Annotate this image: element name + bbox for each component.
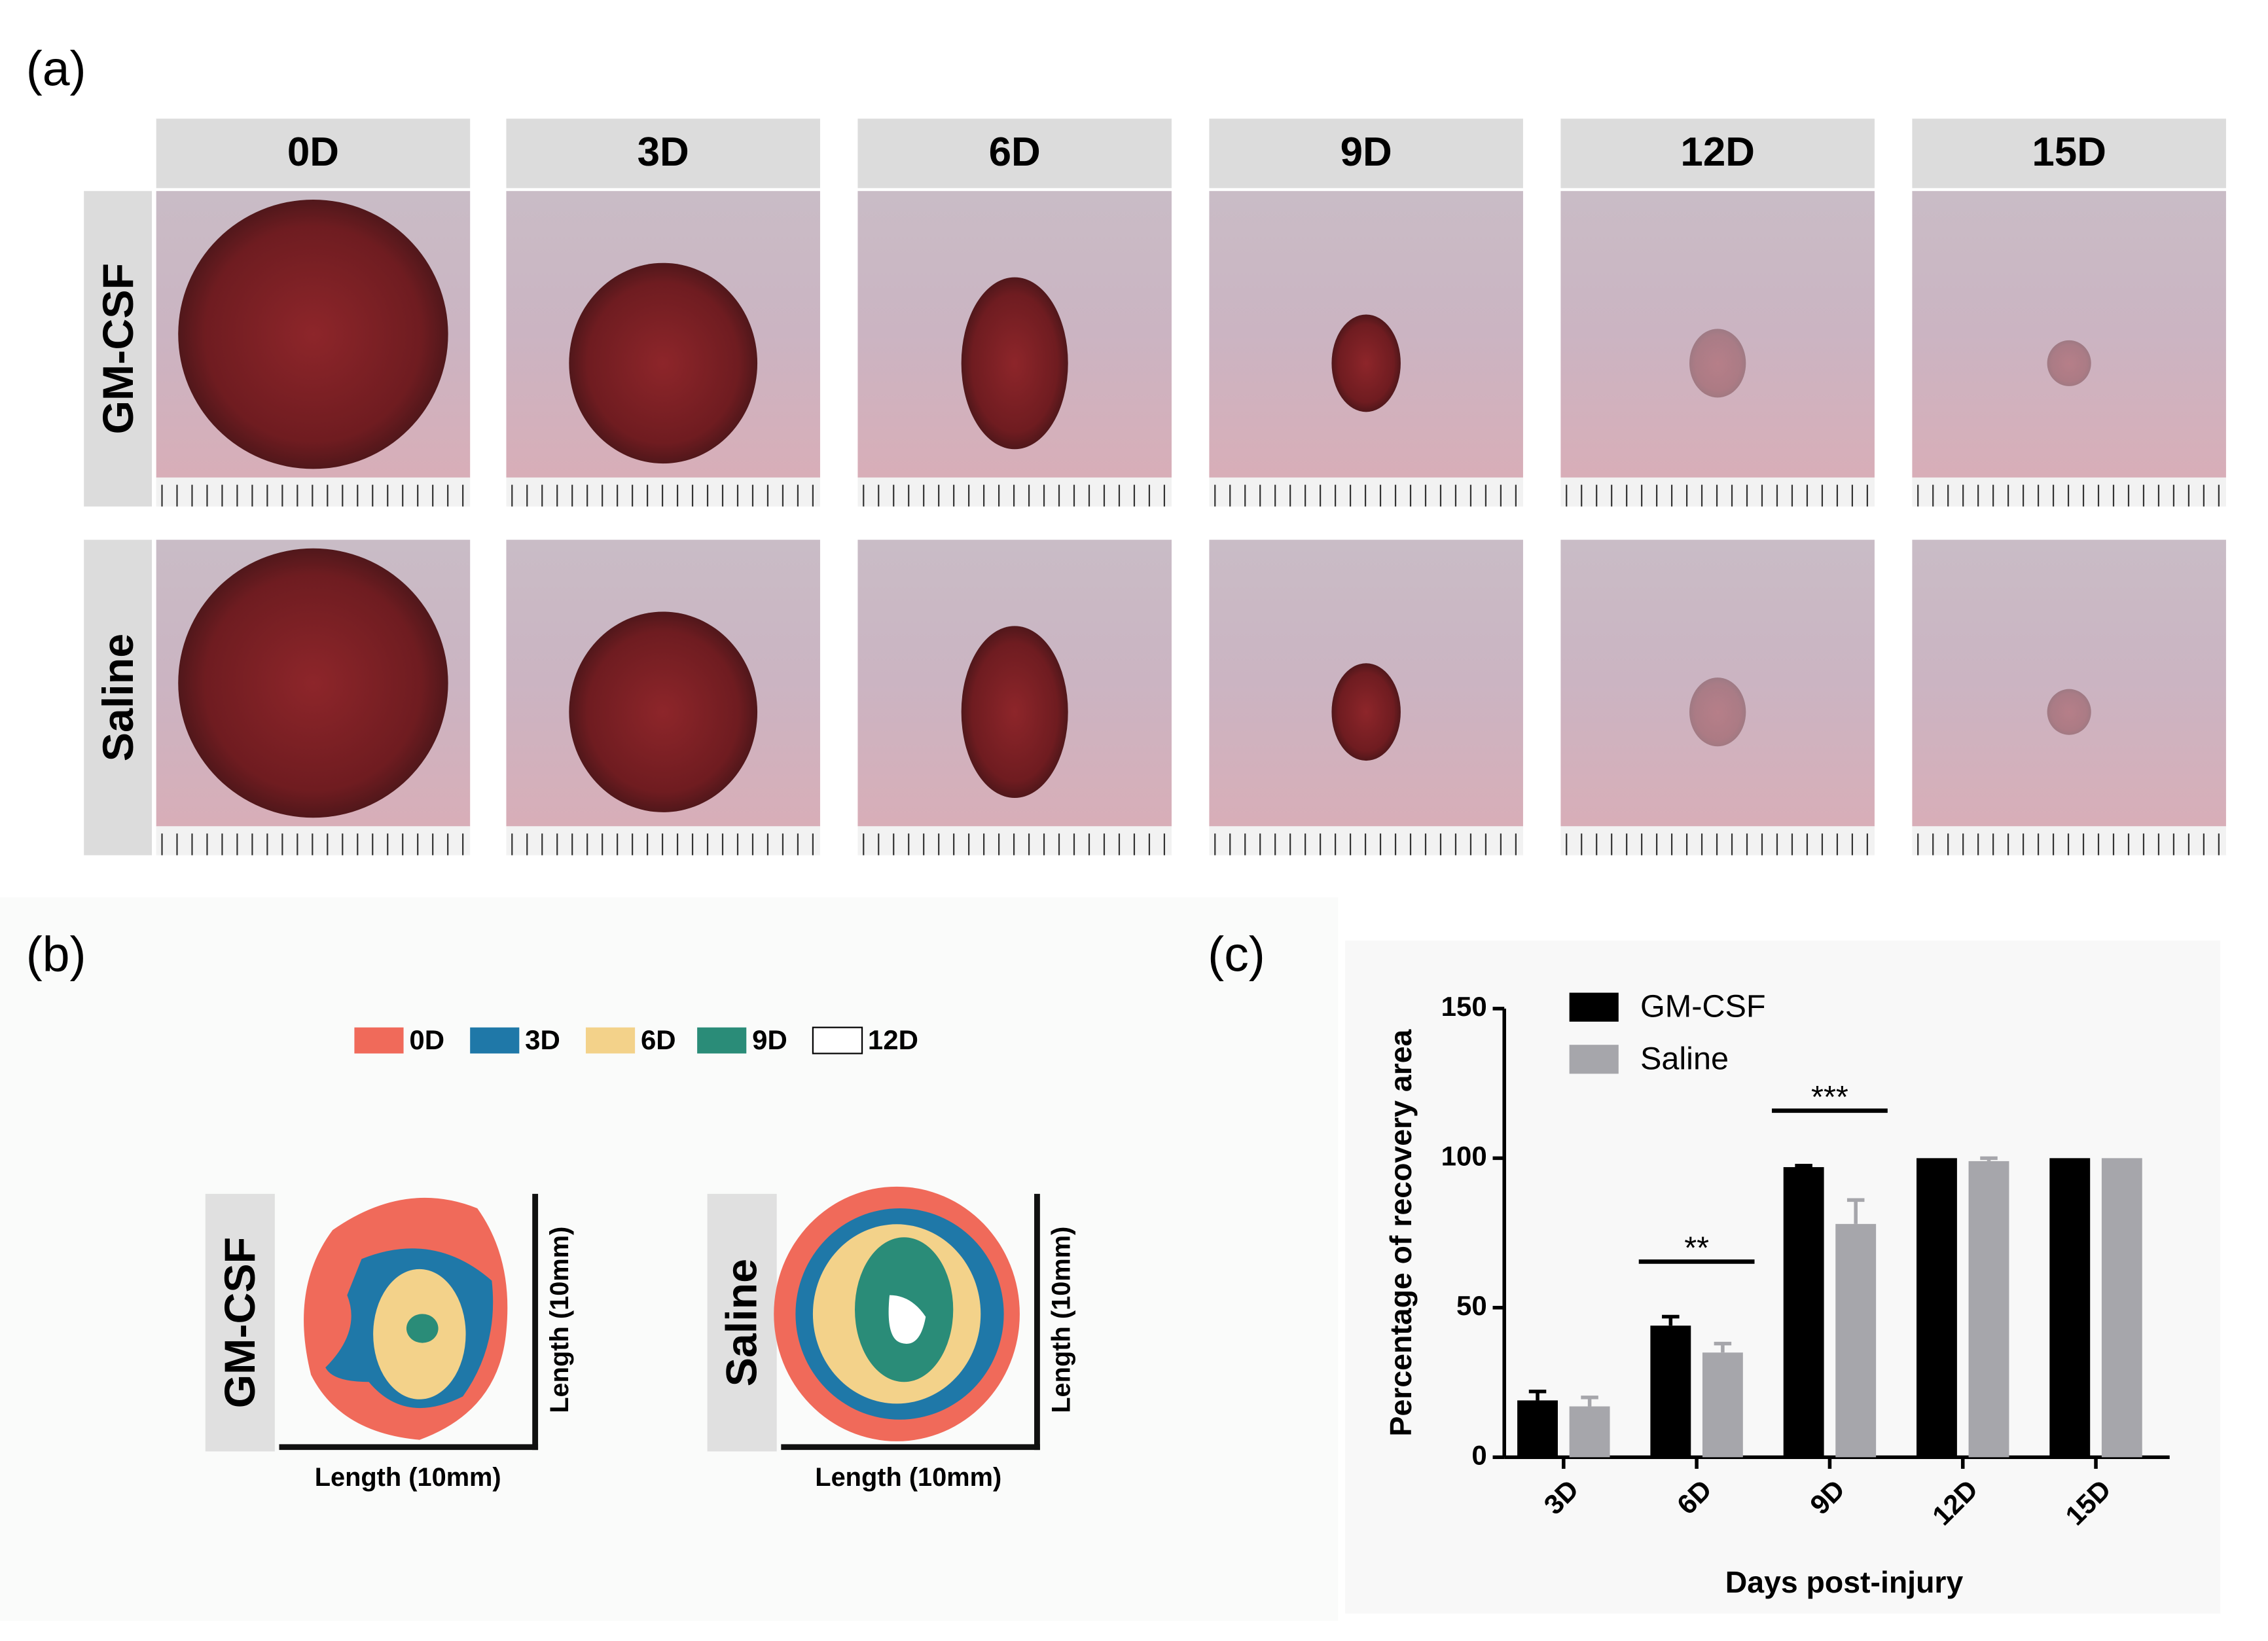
bar <box>1835 1223 1877 1458</box>
legend-swatch <box>1569 1045 1619 1074</box>
row-label: GM-CSF <box>94 263 143 435</box>
legend-label: 9D <box>752 1024 787 1055</box>
legend-swatch <box>697 1027 747 1054</box>
wound <box>961 626 1068 799</box>
wound <box>1689 677 1746 747</box>
panel-b-bg <box>0 897 1339 1621</box>
wound <box>178 548 448 818</box>
column-label: 3D <box>638 130 689 175</box>
wound <box>1689 329 1746 398</box>
axis-label: Length (10mm) <box>1047 1227 1076 1413</box>
y-axis-label: Percentage of recovery area <box>1384 1028 1418 1436</box>
row-header <box>84 539 153 856</box>
column-header <box>156 118 471 189</box>
wound <box>569 262 758 464</box>
legend-swatch <box>812 1026 863 1055</box>
panel-label: (a) <box>26 41 86 96</box>
bar <box>1783 1167 1824 1458</box>
outline-left <box>205 1193 539 1452</box>
y-tick-label: 0 <box>1471 1439 1486 1470</box>
column-label: 0D <box>287 130 339 175</box>
legend-label: 0D <box>409 1024 444 1055</box>
legend-swatch <box>585 1027 636 1054</box>
legend-swatch <box>470 1027 520 1054</box>
legend-label: 12D <box>868 1024 918 1055</box>
x-axis-label: Days post-injury <box>1725 1565 1964 1599</box>
axis-label: Length (10mm) <box>815 1463 1001 1492</box>
column-label: 9D <box>1341 130 1392 175</box>
column-header <box>857 118 1172 189</box>
legend-label: Saline <box>1640 1041 1729 1076</box>
wound <box>1331 314 1401 412</box>
column-header <box>1209 118 1523 189</box>
bar <box>2101 1158 2142 1458</box>
column-label: 12D <box>1680 130 1754 175</box>
legend-swatch <box>1569 992 1619 1022</box>
wound <box>2047 340 2091 386</box>
legend-label: 6D <box>641 1024 676 1055</box>
y-tick-label: 100 <box>1441 1140 1487 1171</box>
group-label: GM-CSF <box>216 1237 264 1409</box>
axis-label: Length (10mm) <box>545 1227 574 1413</box>
significance-label: *** <box>1811 1079 1848 1115</box>
axis-label: Length (10mm) <box>315 1463 501 1492</box>
bar <box>1702 1352 1743 1458</box>
wound <box>961 277 1068 450</box>
column-header <box>1560 118 1875 189</box>
photo <box>1912 539 2226 827</box>
column-label: 6D <box>989 130 1041 175</box>
bar <box>1650 1325 1691 1458</box>
group-label: Saline <box>718 1259 766 1386</box>
panel-label: (c) <box>1208 926 1265 981</box>
y-tick-label: 150 <box>1441 991 1487 1022</box>
bar <box>1517 1400 1558 1458</box>
bar <box>1968 1161 2009 1458</box>
bar <box>1569 1406 1610 1458</box>
legend-label: GM-CSF <box>1640 989 1766 1024</box>
row-header <box>84 190 153 507</box>
legend-label: 3D <box>525 1024 560 1055</box>
outline-right <box>707 1186 1040 1452</box>
column-header <box>1912 118 2226 189</box>
panel-label: (b) <box>26 926 86 981</box>
column-header <box>506 118 820 189</box>
wound <box>1331 663 1401 761</box>
photo <box>1912 190 2226 478</box>
y-tick-label: 50 <box>1456 1290 1487 1321</box>
row-label: Saline <box>94 634 143 761</box>
wound <box>569 611 758 812</box>
significance-label: ** <box>1684 1231 1709 1266</box>
bar <box>1917 1158 1957 1458</box>
legend-swatch <box>354 1027 404 1054</box>
wound <box>2047 689 2091 735</box>
bar <box>2049 1158 2091 1458</box>
wound <box>178 199 448 469</box>
column-label: 15D <box>2032 130 2106 175</box>
